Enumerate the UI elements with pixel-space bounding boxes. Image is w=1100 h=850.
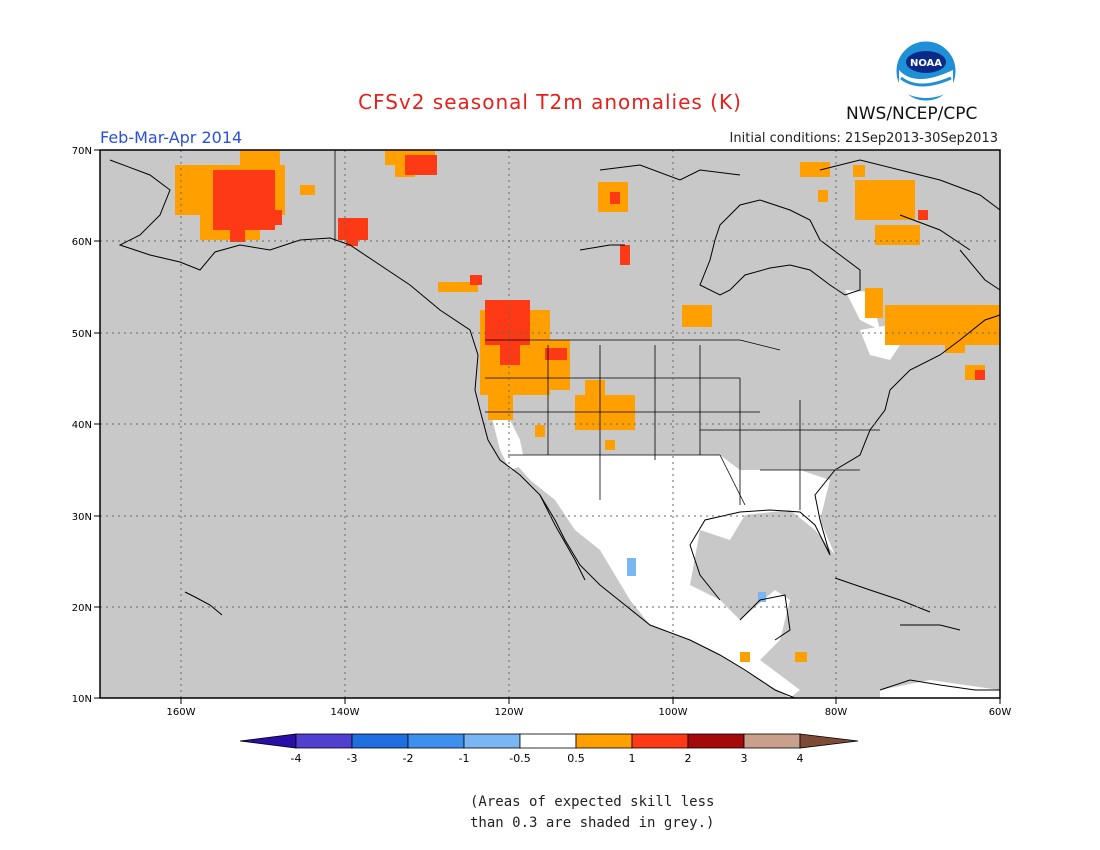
colorbar-bin (519, 733, 577, 749)
chart-title: CFSv2 seasonal T2m anomalies (K) (358, 90, 742, 114)
colorbar-label: -1 (459, 752, 470, 765)
colorbar-label: 2 (685, 752, 692, 765)
colorbar: -4 -3 -2 -1 -0.5 0.5 1 2 3 4 (239, 733, 859, 765)
lat-label: 60N (72, 237, 92, 248)
skill-note-line: (Areas of expected skill less (470, 794, 715, 810)
colorbar-label: -4 (291, 752, 302, 765)
initial-conditions-label: Initial conditions: 21Sep2013-30Sep2013 (729, 131, 998, 146)
axis-ticks (94, 149, 1001, 704)
lon-label: 120W (495, 707, 524, 718)
coastlines (109, 159, 1001, 699)
colorbar-bin (351, 733, 409, 749)
colorbar-bin (575, 733, 633, 749)
skill-note: (Areas of expected skill less than 0.3 a… (470, 792, 730, 834)
colorbar-left-arrow (239, 733, 297, 749)
longitude-labels: 160W 140W 120W 100W 80W 60W (167, 707, 1012, 718)
colorbar-bin (687, 733, 745, 749)
graticule (100, 150, 1000, 698)
colorbar-bin (463, 733, 521, 749)
colorbar-label: 1 (629, 752, 636, 765)
colorbar-label: -3 (347, 752, 358, 765)
lon-label: 60W (989, 707, 1012, 718)
agency-label: NWS/NCEP/CPC (846, 104, 978, 124)
colorbar-label: -2 (403, 752, 414, 765)
lon-label: 140W (331, 707, 360, 718)
latitude-labels: 70N 60N 50N 40N 30N 20N 10N (72, 146, 92, 705)
logo-text: NOAA (910, 58, 942, 69)
colorbar-right-arrow (799, 733, 859, 749)
colorbar-labels: -4 -3 -2 -1 -0.5 0.5 1 2 3 4 (291, 752, 804, 765)
lat-label: 30N (72, 512, 92, 523)
lat-label: 50N (72, 329, 92, 340)
colorbar-bin (631, 733, 689, 749)
noaa-logo: NOAA (895, 40, 957, 102)
lon-label: 100W (659, 707, 688, 718)
lat-label: 20N (72, 603, 92, 614)
lat-label: 70N (72, 146, 92, 157)
season-label: Feb-Mar-Apr 2014 (100, 128, 243, 147)
cool-anomaly-cells (627, 558, 766, 602)
lat-label: 40N (72, 420, 92, 431)
colorbar-bin (295, 733, 353, 749)
skill-note-line: than 0.3 are shaded in grey.) (470, 815, 715, 831)
colorbar-bin (743, 733, 801, 749)
colorbar-label: 0.5 (567, 752, 585, 765)
neutral-region (490, 290, 1000, 698)
lat-label: 10N (72, 694, 92, 705)
colorbar-bin (407, 733, 465, 749)
lon-label: 160W (167, 707, 196, 718)
colorbar-label: 4 (797, 752, 804, 765)
lon-label: 80W (825, 707, 848, 718)
colorbar-label: -0.5 (509, 752, 530, 765)
political-borders (334, 150, 880, 510)
colorbar-label: 3 (741, 752, 748, 765)
strong-warm-anomaly-cells (213, 155, 985, 380)
